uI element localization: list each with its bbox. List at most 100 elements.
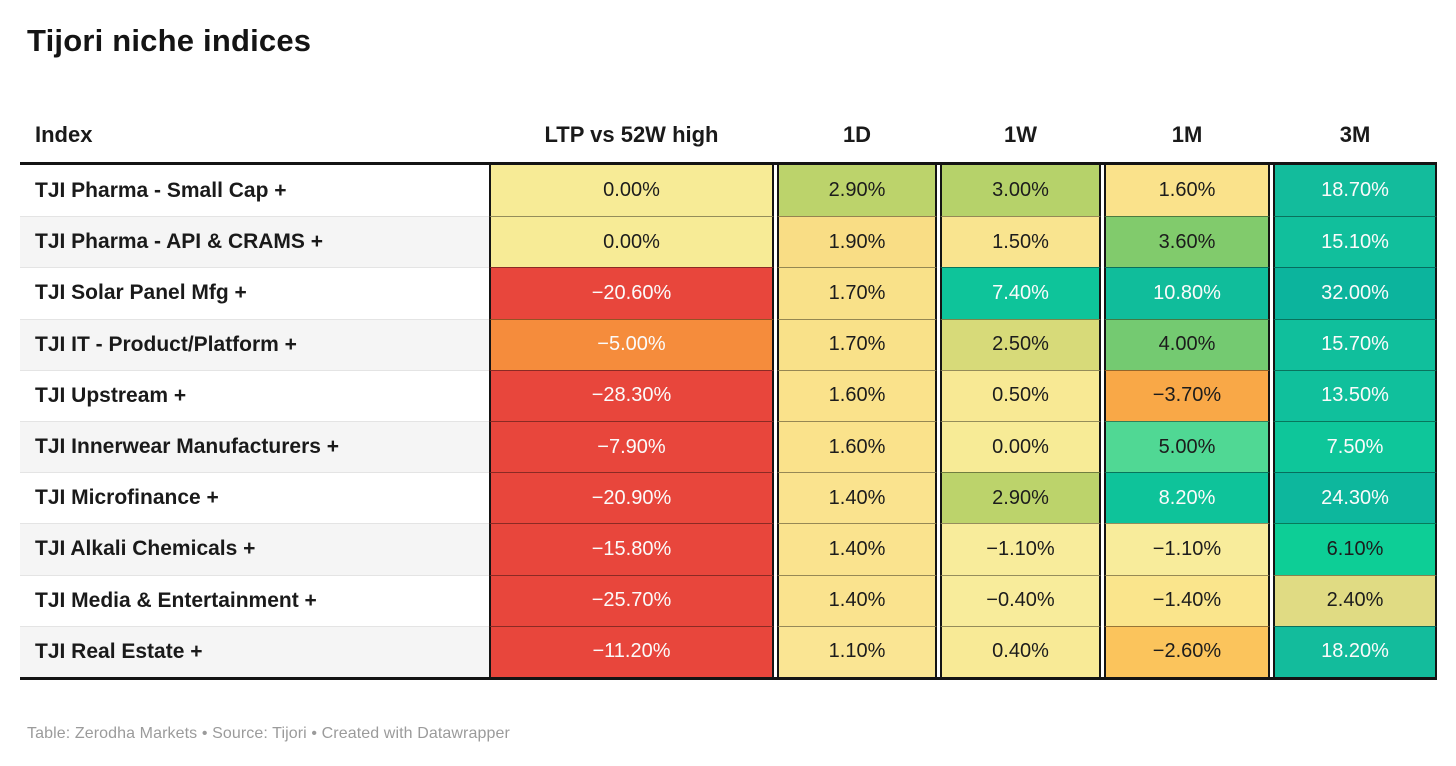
column-header-1d: 1D bbox=[842, 122, 872, 147]
heatmap-cell-d1: 1.90% bbox=[777, 216, 937, 268]
heatmap-cell-w1: 3.00% bbox=[940, 165, 1101, 217]
table-row: TJI Alkali Chemicals + −15.80% 1.40% −1.10%… bbox=[20, 523, 1437, 575]
column-gap bbox=[774, 369, 777, 421]
heatmap-cell-d1: 2.90% bbox=[777, 165, 937, 217]
page-title: Tijori niche indices bbox=[27, 23, 312, 58]
heatmap-cell-m1: −3.70% bbox=[1104, 369, 1270, 421]
column-gap bbox=[774, 318, 777, 370]
heatmap-cell-w1: 2.90% bbox=[940, 472, 1101, 524]
row-index-label[interactable]: TJI Alkali Chemicals + bbox=[20, 523, 489, 575]
heatmap-cell-m3: 7.50% bbox=[1273, 420, 1437, 473]
table-row: TJI Solar Panel Mfg + −20.60% 1.70% 7.40% 10… bbox=[20, 267, 1437, 319]
column-gap bbox=[937, 267, 940, 319]
column-gap bbox=[774, 165, 777, 217]
column-header-1m: 1M bbox=[1171, 122, 1203, 147]
heatmap-cell-w1: 2.50% bbox=[940, 318, 1101, 370]
heatmap-cell-d1: 1.10% bbox=[777, 625, 937, 677]
heatmap-cell-ltp: 0.00% bbox=[489, 165, 774, 217]
column-gap bbox=[774, 625, 777, 677]
heatmap-cell-ltp: −11.20% bbox=[489, 625, 774, 677]
row-index-label[interactable]: TJI Solar Panel Mfg + bbox=[20, 267, 489, 319]
heatmap-cell-w1: 0.50% bbox=[940, 369, 1101, 421]
row-index-label[interactable]: TJI Upstream + bbox=[20, 369, 489, 421]
column-gap bbox=[937, 625, 940, 677]
column-gap bbox=[1101, 165, 1104, 217]
column-gap bbox=[774, 472, 777, 524]
column-gap bbox=[1270, 369, 1273, 421]
column-gap bbox=[774, 267, 777, 319]
heatmap-cell-d1: 1.70% bbox=[777, 267, 937, 319]
column-gap bbox=[1101, 216, 1104, 268]
heatmap-cell-m1: 5.00% bbox=[1104, 420, 1270, 473]
row-index-label[interactable]: TJI IT - Product/Platform + bbox=[20, 318, 489, 370]
heatmap-cell-m1: −2.60% bbox=[1104, 625, 1270, 677]
heatmap-cell-d1: 1.60% bbox=[777, 420, 937, 473]
column-gap bbox=[1270, 318, 1273, 370]
heatmap-cell-m3: 15.70% bbox=[1273, 318, 1437, 370]
heatmap-cell-m3: 18.20% bbox=[1273, 625, 1437, 677]
column-gap bbox=[774, 523, 777, 575]
attribution-footer: Table: Zerodha Markets • Source: Tijori … bbox=[27, 724, 510, 742]
heatmap-cell-m3: 15.10% bbox=[1273, 216, 1437, 268]
column-header-index: Index bbox=[35, 122, 93, 147]
heatmap-cell-w1: 0.00% bbox=[940, 420, 1101, 473]
heatmap-cell-d1: 1.70% bbox=[777, 318, 937, 370]
row-index-label[interactable]: TJI Innerwear Manufacturers + bbox=[20, 420, 489, 473]
table-row: TJI Pharma - Small Cap +0.00% 2.90% 3.00% 1… bbox=[20, 165, 1437, 217]
heatmap-cell-m3: 24.30% bbox=[1273, 472, 1437, 524]
row-index-label[interactable]: TJI Media & Entertainment + bbox=[20, 574, 489, 626]
column-gap bbox=[1270, 216, 1273, 268]
column-gap bbox=[1101, 625, 1104, 677]
heatmap-cell-ltp: −5.00% bbox=[489, 318, 774, 370]
column-gap bbox=[1101, 267, 1104, 319]
column-gap bbox=[1101, 574, 1104, 626]
column-gap bbox=[1270, 267, 1273, 319]
column-gap bbox=[774, 216, 777, 268]
column-gap bbox=[1101, 369, 1104, 421]
row-index-label[interactable]: TJI Microfinance + bbox=[20, 472, 489, 524]
column-gap bbox=[1270, 420, 1273, 473]
column-gap bbox=[937, 369, 940, 421]
heatmap-cell-ltp: −15.80% bbox=[489, 523, 774, 575]
heatmap-cell-m3: 6.10% bbox=[1273, 523, 1437, 575]
heatmap-cell-ltp: −7.90% bbox=[489, 420, 774, 473]
table-row: TJI IT - Product/Platform + −5.00% 1.70% 2.… bbox=[20, 318, 1437, 370]
heatmap-cell-d1: 1.40% bbox=[777, 472, 937, 524]
heatmap-cell-w1: −0.40% bbox=[940, 574, 1101, 626]
heatmap-cell-w1: 1.50% bbox=[940, 216, 1101, 268]
heatmap-cell-m1: 1.60% bbox=[1104, 165, 1270, 217]
column-gap bbox=[937, 318, 940, 370]
column-gap bbox=[1270, 625, 1273, 677]
heatmap-cell-m1: −1.10% bbox=[1104, 523, 1270, 575]
table-row: TJI Real Estate + −11.20% 1.10% 0.40% −2.60%… bbox=[20, 625, 1437, 677]
column-gap bbox=[1270, 472, 1273, 524]
table-row: TJI Innerwear Manufacturers + −7.90% 1.60%… bbox=[20, 420, 1437, 473]
column-gap bbox=[937, 216, 940, 268]
row-index-label[interactable]: TJI Real Estate + bbox=[20, 625, 489, 677]
column-header-ltp-vs-52w-high: LTP vs 52W high bbox=[544, 122, 719, 147]
heatmap-cell-m1: 3.60% bbox=[1104, 216, 1270, 268]
heatmap-cell-ltp: 0.00% bbox=[489, 216, 774, 268]
column-gap bbox=[774, 574, 777, 626]
heatmap-cell-w1: 0.40% bbox=[940, 625, 1101, 677]
heatmap-cell-m1: 4.00% bbox=[1104, 318, 1270, 370]
heatmap-cell-m3: 32.00% bbox=[1273, 267, 1437, 319]
heatmap-cell-ltp: −25.70% bbox=[489, 574, 774, 626]
column-gap bbox=[1270, 523, 1273, 575]
heatmap-cell-d1: 1.40% bbox=[777, 574, 937, 626]
heatmap-cell-m3: 18.70% bbox=[1273, 165, 1437, 217]
row-index-label[interactable]: TJI Pharma - API & CRAMS + bbox=[20, 216, 489, 268]
column-gap bbox=[937, 472, 940, 524]
table-row: TJI Pharma - API & CRAMS +0.00% 1.90% 1.50… bbox=[20, 216, 1437, 268]
row-index-label[interactable]: TJI Pharma - Small Cap + bbox=[20, 165, 489, 217]
column-header-1w: 1W bbox=[1004, 122, 1037, 147]
column-gap bbox=[1101, 420, 1104, 473]
heatmap-cell-ltp: −20.90% bbox=[489, 472, 774, 524]
heatmap-cell-d1: 1.40% bbox=[777, 523, 937, 575]
table-row: TJI Microfinance + −20.90% 1.40% 2.90% 8.20%… bbox=[20, 472, 1437, 524]
heatmap-cell-m1: 8.20% bbox=[1104, 472, 1270, 524]
heatmap-cell-m3: 13.50% bbox=[1273, 369, 1437, 421]
heatmap-cell-w1: −1.10% bbox=[940, 523, 1101, 575]
table-row: TJI Upstream + −28.30% 1.60% 0.50% −3.70% 13.… bbox=[20, 369, 1437, 421]
